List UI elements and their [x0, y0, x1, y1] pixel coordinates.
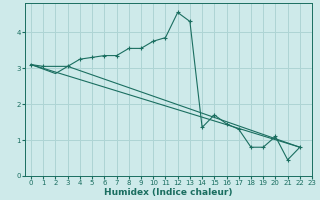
X-axis label: Humidex (Indice chaleur): Humidex (Indice chaleur)	[104, 188, 233, 197]
